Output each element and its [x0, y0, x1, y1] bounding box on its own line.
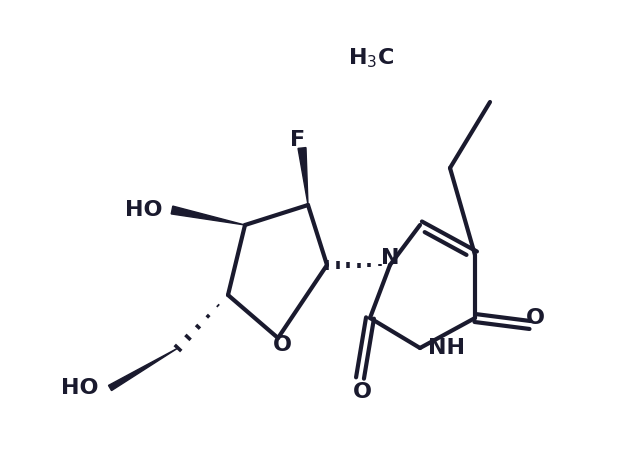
Text: O: O: [525, 308, 545, 328]
Text: NH: NH: [428, 338, 465, 358]
Text: O: O: [273, 335, 291, 355]
Polygon shape: [298, 148, 308, 205]
Polygon shape: [171, 206, 245, 225]
Text: HO: HO: [125, 200, 162, 220]
Text: H$_3$C: H$_3$C: [348, 46, 394, 70]
Text: HO: HO: [61, 378, 98, 398]
Text: O: O: [353, 382, 371, 402]
Text: N: N: [381, 248, 399, 268]
Polygon shape: [108, 348, 178, 391]
Text: F: F: [291, 130, 305, 150]
